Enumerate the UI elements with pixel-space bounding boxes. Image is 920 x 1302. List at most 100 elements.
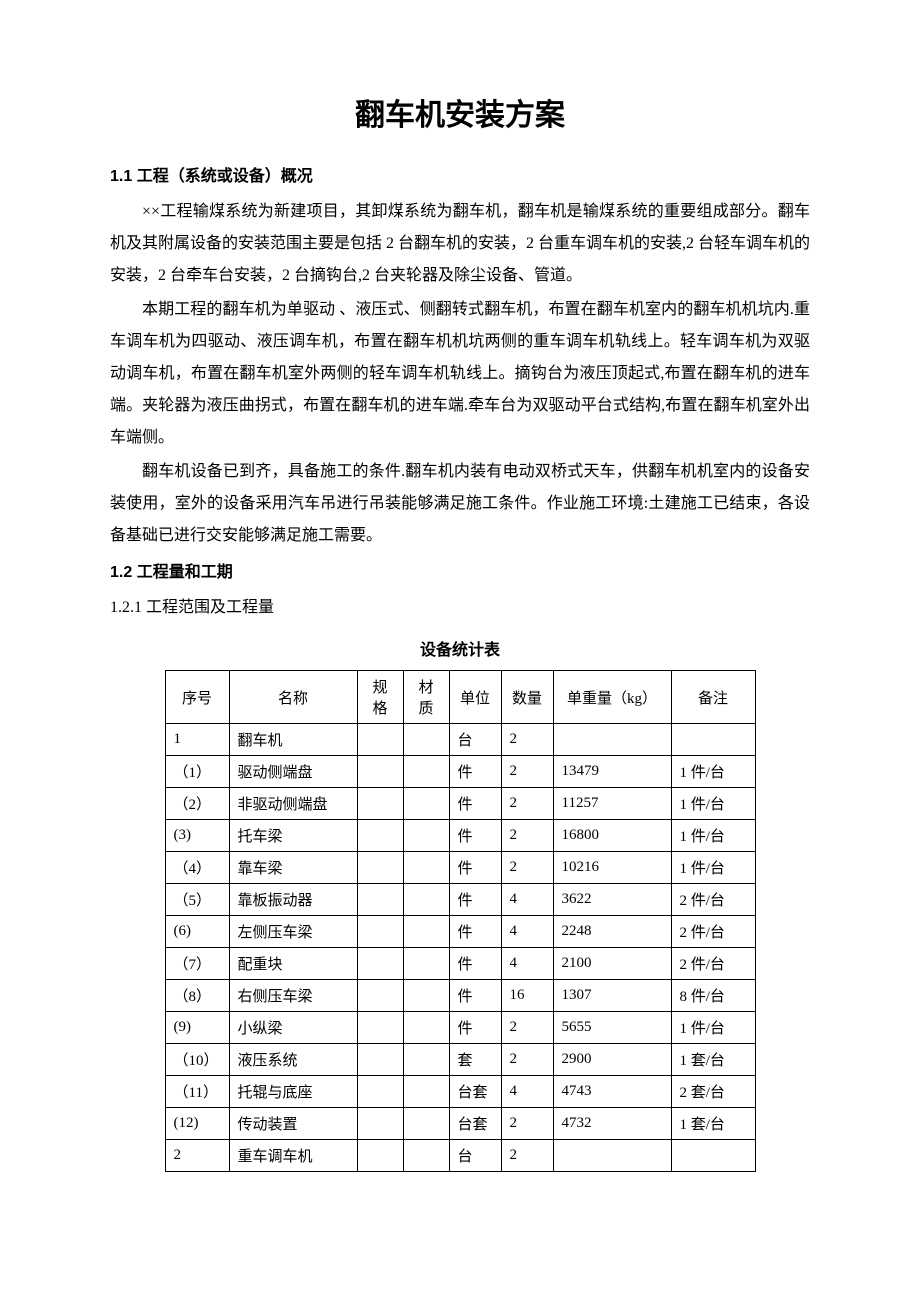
section-1-2-heading: 1.2 工程量和工期 xyxy=(110,558,810,582)
equipment-table-body: 1翻车机台2（1）驱动侧端盘件2134791 件/台（2）非驱动侧端盘件2112… xyxy=(165,724,755,1172)
col-header-spec: 规格 xyxy=(357,671,403,724)
col-header-unit: 单位 xyxy=(449,671,501,724)
table-row: （11）托辊与底座台套447432 套/台 xyxy=(165,1076,755,1108)
table-cell xyxy=(357,916,403,948)
table-cell: 小纵梁 xyxy=(229,1012,357,1044)
table-cell: 台 xyxy=(449,1140,501,1172)
table-cell: 台套 xyxy=(449,1076,501,1108)
table-cell: 2 套/台 xyxy=(671,1076,755,1108)
table-cell: 1 件/台 xyxy=(671,756,755,788)
table-cell: 托车梁 xyxy=(229,820,357,852)
table-cell xyxy=(357,1012,403,1044)
table-cell xyxy=(357,1108,403,1140)
table-cell: 16800 xyxy=(553,820,671,852)
table-cell xyxy=(403,916,449,948)
table-cell: (9) xyxy=(165,1012,229,1044)
table-cell: 5655 xyxy=(553,1012,671,1044)
table-cell xyxy=(403,980,449,1012)
table-cell: (12) xyxy=(165,1108,229,1140)
section-1-1-heading: 1.1 工程（系统或设备）概况 xyxy=(110,162,810,186)
table-cell xyxy=(553,1140,671,1172)
table-cell: 重车调车机 xyxy=(229,1140,357,1172)
table-cell xyxy=(671,1140,755,1172)
table-cell: 1307 xyxy=(553,980,671,1012)
table-cell: 非驱动侧端盘 xyxy=(229,788,357,820)
table-cell: 2248 xyxy=(553,916,671,948)
table-row: （7）配重块件421002 件/台 xyxy=(165,948,755,980)
table-cell: 4 xyxy=(501,948,553,980)
equipment-table: 序号 名称 规格 材质 单位 数量 单重量（kg） 备注 1翻车机台2（1）驱动… xyxy=(165,670,756,1172)
table-cell xyxy=(357,820,403,852)
table-cell xyxy=(403,724,449,756)
table-cell xyxy=(403,756,449,788)
table-cell: 4 xyxy=(501,1076,553,1108)
table-cell xyxy=(357,756,403,788)
col-header-mat: 材质 xyxy=(403,671,449,724)
table-cell: 2 件/台 xyxy=(671,884,755,916)
table-row: 2重车调车机台2 xyxy=(165,1140,755,1172)
table-cell: （7） xyxy=(165,948,229,980)
table-cell xyxy=(403,1044,449,1076)
table-cell: 2 xyxy=(501,756,553,788)
table-cell: （11） xyxy=(165,1076,229,1108)
table-cell: 2 件/台 xyxy=(671,916,755,948)
table-cell: (3) xyxy=(165,820,229,852)
table-row: （8）右侧压车梁 件1613078 件/台 xyxy=(165,980,755,1012)
col-header-note: 备注 xyxy=(671,671,755,724)
table-row: （10）液压系统套229001 套/台 xyxy=(165,1044,755,1076)
table-cell: 液压系统 xyxy=(229,1044,357,1076)
table-row: (12)传动装置台套247321 套/台 xyxy=(165,1108,755,1140)
section-1-1-para-3: 翻车机设备已到齐，具备施工的条件.翻车机内装有电动双桥式天车，供翻车机机室内的设… xyxy=(110,456,810,552)
table-cell: 1 件/台 xyxy=(671,1012,755,1044)
table-cell: 16 xyxy=(501,980,553,1012)
table-cell: 1 件/台 xyxy=(671,820,755,852)
table-cell xyxy=(403,1012,449,1044)
section-1-2-1-subheading: 1.2.1 工程范围及工程量 xyxy=(110,592,810,624)
col-header-weight: 单重量（kg） xyxy=(553,671,671,724)
table-cell: 4732 xyxy=(553,1108,671,1140)
table-cell xyxy=(357,724,403,756)
table-cell: 2100 xyxy=(553,948,671,980)
table-cell: 件 xyxy=(449,820,501,852)
table-cell: 13479 xyxy=(553,756,671,788)
table-cell: 2 xyxy=(501,1044,553,1076)
table-row: (6)左侧压车梁件422482 件/台 xyxy=(165,916,755,948)
table-cell: 2 xyxy=(501,724,553,756)
table-cell: 1 套/台 xyxy=(671,1044,755,1076)
table-cell: 件 xyxy=(449,884,501,916)
table-cell: （8） xyxy=(165,980,229,1012)
table-cell: 4743 xyxy=(553,1076,671,1108)
section-1-1-para-1: ××工程输煤系统为新建项目，其卸煤系统为翻车机，翻车机是输煤系统的重要组成部分。… xyxy=(110,196,810,292)
table-cell: 2 xyxy=(501,788,553,820)
table-cell: 1 件/台 xyxy=(671,852,755,884)
table-cell: 1 xyxy=(165,724,229,756)
table-cell: 2900 xyxy=(553,1044,671,1076)
table-cell: 11257 xyxy=(553,788,671,820)
table-cell: 4 xyxy=(501,884,553,916)
table-cell: 2 件/台 xyxy=(671,948,755,980)
table-cell xyxy=(357,948,403,980)
table-cell xyxy=(357,852,403,884)
table-row: （1）驱动侧端盘件2134791 件/台 xyxy=(165,756,755,788)
table-row: （4）靠车梁件2102161 件/台 xyxy=(165,852,755,884)
table-cell: 2 xyxy=(501,1140,553,1172)
table-cell: 右侧压车梁 xyxy=(229,980,357,1012)
table-cell xyxy=(403,1140,449,1172)
table-cell xyxy=(357,788,403,820)
table-cell: 2 xyxy=(501,820,553,852)
table-cell: （4） xyxy=(165,852,229,884)
table-cell: 台套 xyxy=(449,1108,501,1140)
table-cell: 件 xyxy=(449,980,501,1012)
table-cell: （1） xyxy=(165,756,229,788)
table-cell xyxy=(553,724,671,756)
table-cell: 10216 xyxy=(553,852,671,884)
table-cell: 左侧压车梁 xyxy=(229,916,357,948)
section-1-1-para-2: 本期工程的翻车机为单驱动 、液压式、侧翻转式翻车机，布置在翻车机室内的翻车机机坑… xyxy=(110,294,810,454)
table-cell xyxy=(357,1140,403,1172)
document-title: 翻车机安装方案 xyxy=(110,90,810,134)
table-cell: 8 件/台 xyxy=(671,980,755,1012)
table-header-row: 序号 名称 规格 材质 单位 数量 单重量（kg） 备注 xyxy=(165,671,755,724)
table-cell: （5） xyxy=(165,884,229,916)
table-cell: 件 xyxy=(449,788,501,820)
table-cell xyxy=(403,948,449,980)
